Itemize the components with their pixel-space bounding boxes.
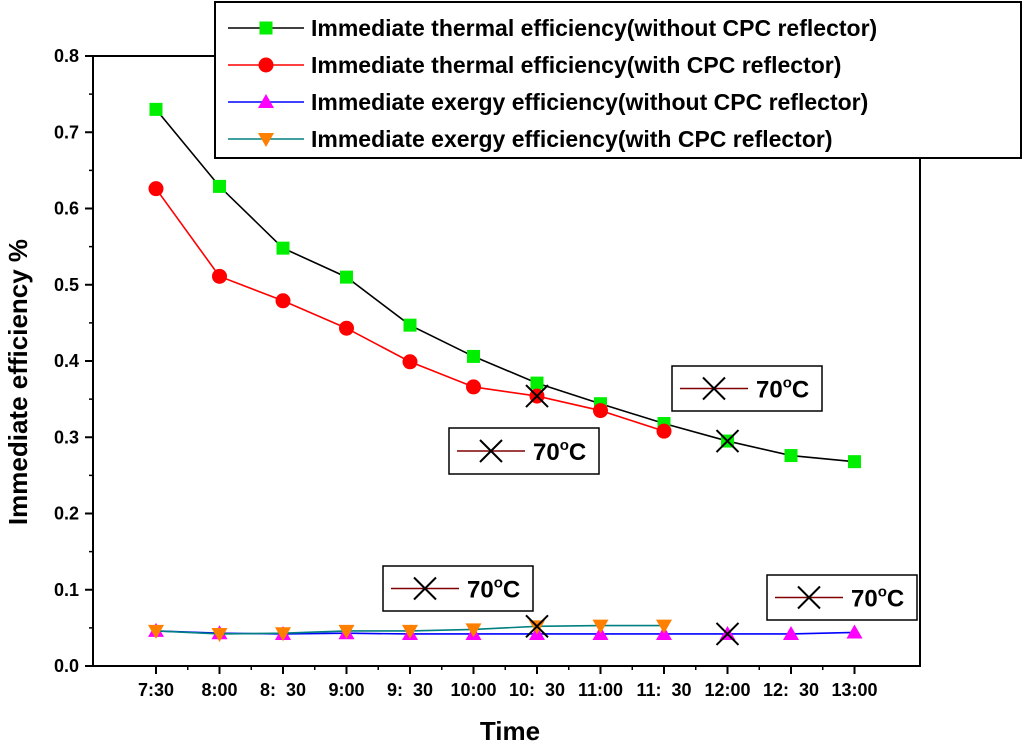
series-2-line xyxy=(155,188,665,432)
annotation-layer: 70oC 70oC 70oC 70oC xyxy=(382,365,918,646)
legend-marker xyxy=(258,133,274,147)
series-2-point xyxy=(402,354,418,370)
y-tick-label: 0.3 xyxy=(54,427,79,447)
series-2-point xyxy=(148,181,164,197)
x-tick-label: 12: 30 xyxy=(763,680,819,700)
axes: 0.0 0.1 0.2 0.3 0.4 0.5 0.6 0.7 0.8 7:30 8:00 8: 30… xyxy=(54,46,921,700)
annotation-label: 70oC xyxy=(467,575,520,604)
y-tick-label: 0.8 xyxy=(54,46,79,66)
series-4 xyxy=(148,619,672,642)
legend-item-3: Immediate exergy efficiency(without CPC … xyxy=(228,89,868,115)
y-tick-label: 0.0 xyxy=(54,656,79,676)
legend-label: Immediate exergy efficiency(with CPC ref… xyxy=(311,126,833,152)
series-4-point xyxy=(402,624,418,639)
series-1-point xyxy=(213,179,226,193)
series-1-point xyxy=(340,270,353,284)
annotation-label: 70oC xyxy=(533,437,586,466)
series-2-point xyxy=(339,320,354,336)
annotation-box xyxy=(671,365,823,412)
legend-item-4: Immediate exergy efficiency(with CPC ref… xyxy=(228,126,833,152)
legend-marker xyxy=(258,57,274,73)
series-1-point xyxy=(848,455,861,469)
series-1-point xyxy=(276,241,290,255)
y-tick-label: 0.2 xyxy=(54,504,79,524)
series-1-point xyxy=(467,349,480,363)
x-tick-label: 7:30 xyxy=(138,680,174,700)
x-tick-label: 10:00 xyxy=(450,680,496,700)
legend-marker xyxy=(258,94,274,108)
legend-marker xyxy=(259,21,273,35)
annotation-x-marker xyxy=(715,622,740,646)
series-3-point xyxy=(846,624,863,639)
legend-label: Immediate thermal efficiency(with CPC re… xyxy=(311,52,841,78)
series-4-point xyxy=(338,624,355,639)
annotation-legend-marker xyxy=(479,439,503,463)
series-2-point xyxy=(212,268,227,284)
annotation-70c: 70oC xyxy=(448,427,740,475)
x-tick-label: 8: 30 xyxy=(260,680,306,700)
annotation-70c: 70oC xyxy=(382,565,549,639)
annotation-legend-marker xyxy=(413,576,437,601)
y-tick-label: 0.7 xyxy=(54,122,79,142)
annotation-70c: 70oC xyxy=(715,574,918,646)
y-tick-label: 0.6 xyxy=(54,199,79,219)
x-tick-label: 13:00 xyxy=(831,680,877,700)
series-4-point xyxy=(465,623,482,638)
series-4-point xyxy=(148,624,164,639)
annotation-70c: 70oC xyxy=(525,365,823,412)
series-2-point xyxy=(275,293,291,309)
series-4-point xyxy=(592,619,609,634)
x-tick-label: 9:00 xyxy=(328,680,364,700)
series-1-point xyxy=(784,449,798,463)
annotation-x-marker xyxy=(715,429,740,453)
x-tick-label: 12:00 xyxy=(704,680,750,700)
annotation-label: 70oC xyxy=(756,375,809,404)
series-2 xyxy=(148,181,672,439)
y-axis-title: Immediate efficiency % xyxy=(3,239,33,525)
legend-box xyxy=(214,1,1022,159)
series-1-point xyxy=(149,102,163,116)
series-2-point xyxy=(656,423,672,439)
legend-label: Immediate thermal efficiency(without CPC… xyxy=(311,15,877,41)
x-tick-label: 9: 30 xyxy=(387,680,433,700)
legend-item-2: Immediate thermal efficiency(with CPC re… xyxy=(228,52,841,78)
x-tick-label: 11: 30 xyxy=(636,680,691,700)
series-1-point xyxy=(530,376,544,390)
series-1-point xyxy=(403,318,417,332)
series-1-line xyxy=(155,108,855,463)
y-tick-label: 0.1 xyxy=(54,580,79,600)
annotation-x-marker xyxy=(525,614,549,639)
series-4-point xyxy=(211,627,228,642)
annotation-legend-marker xyxy=(797,585,821,610)
y-tick-label: 0.4 xyxy=(54,351,79,371)
annotation-x-marker xyxy=(525,384,549,408)
series-3-point xyxy=(783,625,799,640)
annotation-label: 70oC xyxy=(851,584,904,613)
series-3 xyxy=(148,622,863,640)
x-axis-title: Time xyxy=(480,716,540,746)
x-tick-label: 10: 30 xyxy=(509,680,565,700)
x-tick-label: 11:00 xyxy=(578,680,623,700)
series-2-point xyxy=(466,379,481,395)
legend-label: Immediate exergy efficiency(without CPC … xyxy=(311,89,868,115)
series-2-point xyxy=(593,403,608,419)
annotation-legend-marker xyxy=(702,376,726,401)
legend: Immediate thermal efficiency(without CPC… xyxy=(214,1,1022,159)
legend-item-1: Immediate thermal efficiency(without CPC… xyxy=(228,15,877,41)
series-layer xyxy=(148,102,863,642)
series-4-point xyxy=(275,627,291,642)
x-tick-label: 8:00 xyxy=(201,680,237,700)
series-4-point xyxy=(656,619,672,634)
y-tick-label: 0.5 xyxy=(54,275,79,295)
